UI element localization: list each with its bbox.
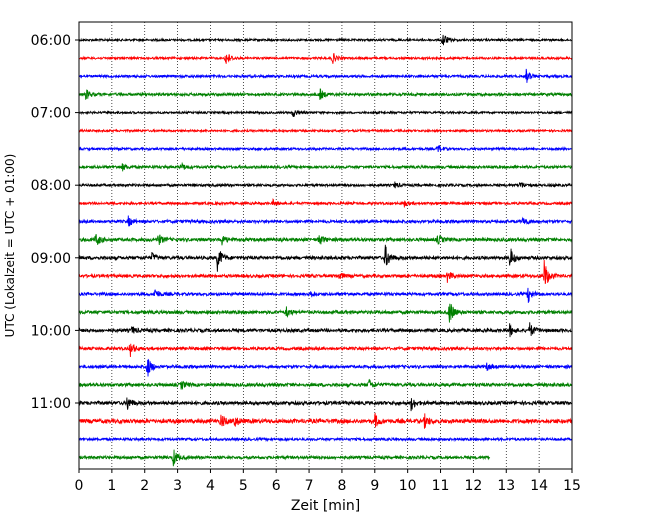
x-tick-label: 7 xyxy=(305,478,314,494)
x-tick-label: 11 xyxy=(432,478,450,494)
x-tick-label: 14 xyxy=(530,478,548,494)
trace-1145 xyxy=(78,449,491,467)
x-tick-label: 6 xyxy=(272,478,281,494)
x-tick-label: 8 xyxy=(337,478,346,494)
y-tick-label: 07:00 xyxy=(31,106,71,122)
trace-0815 xyxy=(78,198,573,208)
x-tick-label: 5 xyxy=(239,478,248,494)
trace-0845 xyxy=(78,234,573,246)
plot-frame xyxy=(78,21,573,470)
x-tick-label: 13 xyxy=(497,478,515,494)
y-tick-label: 09:00 xyxy=(31,251,71,267)
x-axis-label: Zeit [min] xyxy=(291,498,360,514)
y-axis-label: UTC (Lokalzeit = UTC + 01:00) xyxy=(3,154,17,338)
trace-0830 xyxy=(78,215,573,227)
x-tick-label: 4 xyxy=(206,478,215,494)
trace-0615 xyxy=(78,52,573,64)
x-tick-label: 0 xyxy=(75,478,84,494)
trace-0630 xyxy=(78,68,573,83)
trace-0600 xyxy=(78,34,573,46)
y-axis-ticks: 06:00 07:00 08:00 09:00 10:00 11:00 xyxy=(31,33,79,412)
trace-0715 xyxy=(78,128,573,134)
x-tick-label: 3 xyxy=(173,478,182,494)
trace-1000 xyxy=(78,322,573,338)
trace-0900 xyxy=(78,244,573,272)
y-tick-label: 06:00 xyxy=(31,33,71,49)
x-tick-label: 15 xyxy=(563,478,581,494)
trace-0915 xyxy=(78,259,573,285)
trace-1100 xyxy=(78,397,573,412)
x-tick-label: 2 xyxy=(140,478,149,494)
trace-0700 xyxy=(78,109,573,117)
x-tick-label: 9 xyxy=(370,478,379,494)
trace-1030 xyxy=(78,358,573,377)
trace-0930 xyxy=(78,287,573,303)
x-tick-label: 12 xyxy=(464,478,482,494)
vertical-gridlines xyxy=(111,22,540,469)
y-tick-label: 08:00 xyxy=(31,178,71,194)
trace-0745 xyxy=(78,161,573,172)
trace-1015 xyxy=(78,343,573,357)
trace-1115 xyxy=(78,412,573,429)
y-tick-label: 11:00 xyxy=(31,396,71,412)
trace-1045 xyxy=(78,378,573,391)
y-tick-label: 10:00 xyxy=(31,323,71,339)
trace-0645 xyxy=(78,88,573,100)
trace-0800 xyxy=(78,181,573,189)
trace-0730 xyxy=(78,145,573,153)
trace-1130 xyxy=(78,436,573,443)
x-tick-label: 10 xyxy=(399,478,417,494)
trace-0945 xyxy=(78,303,573,323)
seismic-traces xyxy=(78,34,573,467)
x-tick-label: 1 xyxy=(107,478,116,494)
x-axis-ticks: 0 1 2 3 4 5 6 7 8 9 10 11 12 13 14 15 xyxy=(75,469,581,494)
